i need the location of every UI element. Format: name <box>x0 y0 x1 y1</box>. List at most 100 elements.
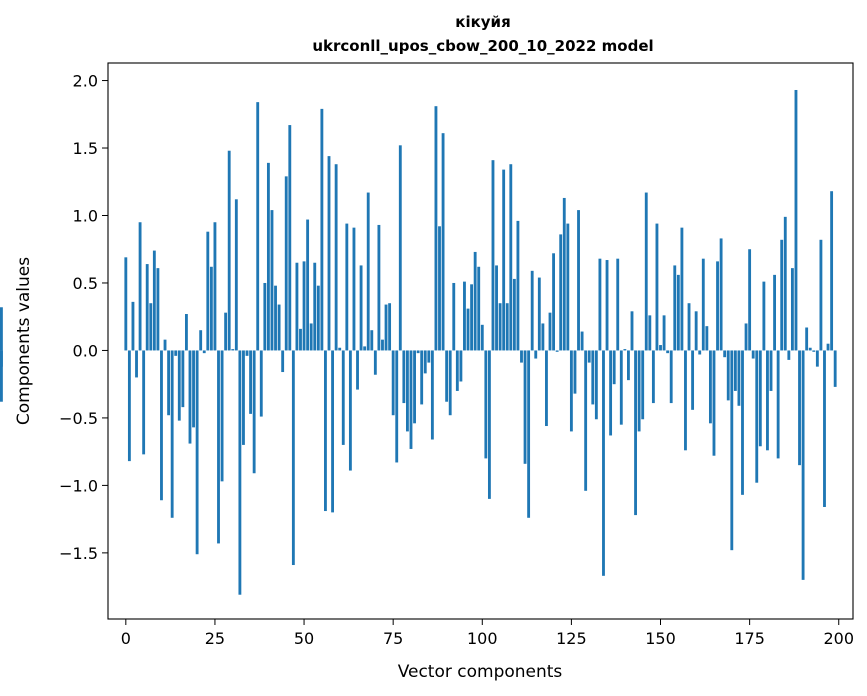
bar-84 <box>423 350 427 374</box>
bar-62 <box>345 223 349 351</box>
bar-149 <box>655 223 659 351</box>
bar-164 <box>708 350 712 424</box>
bar-156 <box>680 227 684 351</box>
bar-57 <box>327 156 331 351</box>
bar-94 <box>459 350 463 382</box>
bar-169 <box>726 350 730 401</box>
chart-title: кікуйя <box>455 13 510 31</box>
bar-14 <box>174 350 178 356</box>
bar-188 <box>794 89 798 351</box>
bar-42 <box>274 285 277 351</box>
bar-119 <box>548 312 552 351</box>
bar-93 <box>455 350 459 391</box>
bar-171 <box>733 350 737 391</box>
bar-198 <box>830 191 834 351</box>
bar-74 <box>388 303 392 351</box>
bar-195 <box>819 239 823 351</box>
bar-40 <box>266 162 270 351</box>
bar-101 <box>484 350 488 459</box>
bar-133 <box>598 258 602 351</box>
bar-117 <box>541 323 545 351</box>
bar-undefined <box>0 350 3 402</box>
bar-67 <box>363 346 367 351</box>
bar-undefined <box>0 350 3 367</box>
bar-71 <box>377 224 381 351</box>
bar-23 <box>206 231 210 351</box>
bar-194 <box>815 350 819 367</box>
bar-146 <box>644 192 648 351</box>
bar-63 <box>348 350 352 471</box>
bar-138 <box>616 258 620 351</box>
bar-170 <box>730 350 734 551</box>
bar-50 <box>302 261 306 351</box>
bar-120 <box>552 253 555 351</box>
bar-12 <box>167 350 171 416</box>
bar-18 <box>188 350 192 444</box>
bar-81 <box>413 350 416 424</box>
y-axis-ticks: −1.5 −1.0 −0.5 0.0 0.5 1.0 1.5 2.0 <box>59 72 108 563</box>
bars-group <box>0 89 837 595</box>
bar-22 <box>202 350 206 354</box>
bar-197 <box>826 343 830 351</box>
bar-46 <box>288 125 292 351</box>
bar-47 <box>291 350 295 566</box>
bar-159 <box>691 350 695 410</box>
bar-15 <box>177 350 181 421</box>
bar-187 <box>790 268 794 351</box>
bar-129 <box>584 350 588 491</box>
bar-107 <box>505 303 509 351</box>
bar-88 <box>438 226 441 351</box>
bar-136 <box>609 350 613 436</box>
bar-64 <box>352 227 356 351</box>
bar-99 <box>477 266 481 351</box>
x-axis-ticks: 0 25 50 75 100 125 150 175 200 <box>121 619 854 648</box>
bar-96 <box>466 308 470 351</box>
bar-172 <box>737 350 741 406</box>
bar-100 <box>480 324 484 351</box>
bar-144 <box>637 350 641 432</box>
bar-54 <box>316 285 320 351</box>
bar-142 <box>630 311 634 351</box>
bar-44 <box>281 350 285 373</box>
bar-38 <box>259 350 263 417</box>
bar-25 <box>213 222 217 351</box>
bar-152 <box>666 350 670 354</box>
bar-45 <box>284 176 288 351</box>
bar-87 <box>434 106 438 351</box>
bar-118 <box>545 350 548 427</box>
bar-182 <box>773 274 777 351</box>
bar-75 <box>391 350 395 416</box>
chart-subtitle: ukrconll_upos_cbow_200_10_2022 model <box>312 37 653 55</box>
bar-168 <box>723 350 727 358</box>
bar-158 <box>687 303 691 351</box>
y-tick-label: 1.0 <box>73 206 98 225</box>
bar-0 <box>124 257 128 351</box>
bar-128 <box>580 331 584 351</box>
bar-5 <box>142 350 146 455</box>
bar-184 <box>780 239 784 351</box>
bar-150 <box>659 345 662 351</box>
bar-199 <box>833 350 837 387</box>
bar-111 <box>520 350 523 363</box>
bar-59 <box>334 164 338 351</box>
plot-frame <box>107 62 854 620</box>
y-tick-label: 0.0 <box>73 341 98 360</box>
bar-106 <box>502 169 506 351</box>
bar-161 <box>698 350 702 355</box>
bar-90 <box>445 350 449 402</box>
bar-28 <box>224 312 228 351</box>
bar-193 <box>812 350 816 352</box>
bar-51 <box>306 219 310 351</box>
bar-52 <box>309 323 313 351</box>
x-tick-label: 100 <box>467 629 498 648</box>
bar-65 <box>356 350 359 390</box>
bar-73 <box>384 304 388 351</box>
bar-8 <box>152 250 156 351</box>
bar-160 <box>694 311 698 351</box>
bar-167 <box>719 238 723 351</box>
bar-60 <box>338 347 342 351</box>
bar-190 <box>801 350 805 580</box>
bar-186 <box>787 350 791 360</box>
bar-145 <box>641 350 645 420</box>
bar-56 <box>324 350 327 512</box>
